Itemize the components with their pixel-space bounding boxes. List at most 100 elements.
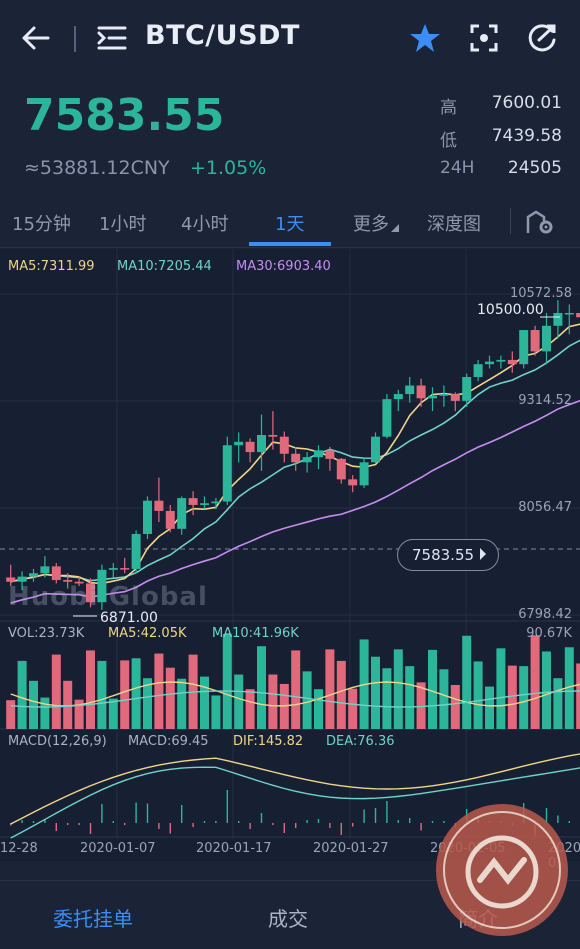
date-label: 2020-01-27 (313, 841, 389, 856)
volume-bar (530, 635, 540, 729)
candle (348, 479, 358, 486)
vol-label: VOL:23.73K (8, 626, 85, 641)
candle (74, 581, 84, 584)
active-tab-underline (249, 242, 331, 246)
volume-bar (222, 634, 232, 729)
tab-open-orders[interactable]: 委托挂单 (53, 907, 133, 931)
candle (564, 312, 574, 315)
refresh-icon[interactable] (524, 20, 560, 56)
volume-bar (63, 680, 73, 729)
volume-bar (51, 654, 61, 729)
ma5-line (10, 323, 580, 585)
macd-bar (386, 801, 388, 823)
volume-bar (74, 699, 84, 729)
current-price-value: 7583.55 (412, 546, 475, 564)
volume-bar (393, 649, 403, 729)
tab-more[interactable]: 更多 (353, 210, 399, 236)
macd-bar (169, 823, 171, 834)
candle (336, 458, 346, 480)
macd-bar (431, 821, 434, 823)
back-arrow-icon[interactable] (18, 20, 54, 56)
max-price-label: 10500.00 (477, 302, 544, 318)
vol-ma5-label: MA5:42.05K (108, 626, 187, 641)
volume-bar (177, 678, 187, 729)
candle (302, 457, 312, 463)
volume-value: 24505 (507, 158, 562, 178)
macd-bar (32, 821, 35, 823)
volume-bar (507, 665, 517, 729)
volume-bar (416, 682, 426, 729)
candle (393, 394, 403, 400)
kline-chart[interactable]: MA5:7311.99 MA10:7205.44 MA30:6903.40 10… (0, 249, 580, 871)
volume-bar (154, 653, 164, 729)
chart-settings-icon[interactable] (522, 204, 558, 240)
dropdown-triangle-icon (391, 224, 399, 232)
macd-bar (340, 823, 342, 835)
volume-bar (29, 680, 38, 729)
candle (576, 312, 580, 318)
macd-bar (55, 823, 57, 831)
volume-bar (428, 649, 437, 729)
list-menu-icon[interactable] (94, 20, 130, 56)
macd-label: MACD:69.45 (128, 734, 209, 749)
volume-bar (405, 666, 415, 729)
candle (97, 569, 107, 603)
volume-bar (382, 668, 392, 729)
volume-bar (576, 663, 580, 729)
volume-bar (371, 656, 380, 729)
tab-15min[interactable]: 15分钟 (12, 214, 71, 235)
candle (291, 453, 301, 463)
date-label: 2020-01-07 (80, 841, 156, 856)
candle (222, 445, 232, 502)
tab-trades[interactable]: 成交 (268, 907, 308, 931)
candle (108, 568, 118, 570)
volume-bar (473, 661, 483, 729)
candle (405, 385, 415, 395)
star-icon[interactable] (407, 20, 443, 56)
ma10-line (10, 339, 580, 583)
macd-bar (329, 823, 331, 828)
candle (359, 462, 369, 486)
current-price-bubble[interactable]: 7583.55 (397, 539, 499, 571)
volume-bar (439, 669, 449, 729)
pair-title[interactable]: BTC/USDT (145, 20, 300, 51)
tab-divider (510, 208, 511, 234)
candle (268, 434, 278, 437)
macd-bar (146, 803, 149, 823)
tab-4hour[interactable]: 4小时 (181, 214, 229, 235)
candle (450, 394, 460, 401)
seal-watermark-icon (436, 804, 568, 936)
screenshot-icon[interactable] (466, 20, 502, 56)
volume-bar (257, 646, 266, 729)
tab-1hour[interactable]: 1小时 (99, 214, 147, 235)
candle (314, 450, 323, 458)
macd-bar (78, 823, 80, 825)
macd-bar (352, 823, 354, 827)
candle (200, 503, 209, 505)
volume-bar (6, 700, 16, 729)
candle (143, 500, 152, 534)
volume-bar (496, 648, 506, 729)
volume-bar (245, 689, 255, 729)
min-price-label: 6871.00 (100, 610, 158, 626)
macd-bar (557, 815, 559, 823)
volume-bar (553, 678, 563, 729)
volume-bar (97, 660, 107, 729)
kline-svg (0, 249, 580, 839)
volume-bar (348, 688, 358, 729)
tab-depth[interactable]: 深度图 (427, 214, 481, 235)
macd-bar (249, 823, 251, 829)
volume-bar (314, 689, 323, 729)
tab-1day[interactable]: 1天 (275, 214, 305, 235)
candle (177, 498, 187, 529)
volume-bar (325, 649, 335, 729)
low-value: 7439.58 (491, 126, 562, 146)
price-axis-tick: 10572.58 (509, 286, 572, 301)
vol-ma10-line (10, 690, 580, 708)
volume-bar (450, 684, 460, 729)
volume-bar (165, 667, 175, 729)
macd-bar (260, 813, 263, 823)
candle (131, 533, 141, 569)
macd-bar (363, 809, 365, 823)
candle (279, 436, 289, 454)
